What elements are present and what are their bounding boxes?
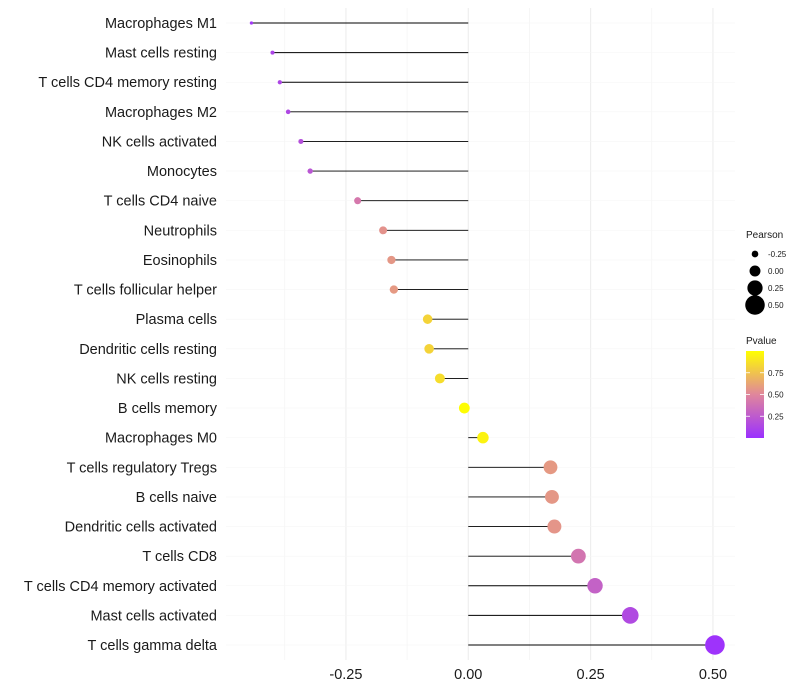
- size-legend-label: 0.25: [768, 284, 784, 293]
- x-tick-label: 0.50: [699, 667, 727, 683]
- category-label: T cells CD4 memory activated: [24, 579, 217, 595]
- size-legend-dot: [747, 280, 763, 296]
- x-axis-tick-labels: -0.25 0.00 0.25 0.50: [329, 667, 727, 683]
- category-label: Mast cells resting: [105, 46, 217, 62]
- size-legend-dot: [745, 295, 765, 315]
- category-label: Macrophages M2: [105, 105, 217, 121]
- category-label: Eosinophils: [143, 253, 217, 269]
- data-point: [277, 80, 282, 85]
- data-point: [389, 285, 399, 294]
- x-tick-label: 0.00: [454, 667, 482, 683]
- data-point: [424, 344, 434, 354]
- category-label: Macrophages M0: [105, 431, 217, 447]
- category-label: Neutrophils: [144, 223, 217, 239]
- data-point: [354, 197, 362, 205]
- size-legend-label: 0.00: [768, 267, 784, 276]
- color-legend-title: Pvalue: [746, 336, 777, 347]
- category-label: Monocytes: [147, 164, 217, 180]
- category-label: Mast cells activated: [90, 608, 217, 624]
- data-point: [285, 109, 291, 115]
- data-point: [547, 519, 562, 534]
- category-label: Dendritic cells activated: [65, 520, 217, 536]
- lollipop-segments: [251, 22, 715, 646]
- data-point: [307, 168, 313, 174]
- category-label: B cells naive: [136, 490, 217, 506]
- category-label: T cells regulatory Tregs: [67, 460, 217, 476]
- size-legend-dot: [749, 265, 761, 277]
- category-label: Macrophages M1: [105, 16, 217, 32]
- data-point: [621, 607, 639, 624]
- category-label: T cells CD4 memory resting: [38, 75, 217, 91]
- category-label: NK cells resting: [116, 371, 217, 387]
- category-label: T cells gamma delta: [88, 638, 218, 654]
- color-legend-bar: [746, 351, 764, 438]
- size-legend: Pearson -0.25 0.00 0.25 0.50: [745, 230, 787, 315]
- category-label: T cells follicular helper: [74, 283, 217, 299]
- size-legend-label: 0.50: [768, 301, 784, 310]
- category-label: Dendritic cells resting: [79, 342, 217, 358]
- x-tick-label: 0.25: [577, 667, 605, 683]
- color-legend-label: 0.75: [768, 369, 784, 378]
- grid-lines: [226, 8, 735, 660]
- data-point: [477, 431, 489, 444]
- category-labels: Macrophages M1 Mast cells resting T cells …: [24, 16, 218, 654]
- data-point: [543, 460, 558, 475]
- size-legend-label: -0.25: [768, 250, 787, 259]
- data-point: [387, 255, 396, 265]
- data-point: [422, 314, 433, 324]
- data-point: [379, 226, 388, 235]
- x-tick-label: -0.25: [329, 667, 362, 683]
- size-legend-title: Pearson: [746, 230, 783, 241]
- data-point: [298, 138, 304, 145]
- size-legend-dot: [751, 250, 759, 258]
- category-label: Plasma cells: [136, 312, 217, 328]
- data-point: [458, 402, 470, 414]
- data-point: [545, 489, 559, 504]
- lollipop-points: [249, 21, 725, 655]
- category-label: NK cells activated: [102, 134, 217, 150]
- color-legend-label: 0.50: [768, 391, 784, 400]
- color-legend-label: 0.25: [768, 412, 784, 421]
- color-legend: Pvalue 0.25 0.50 0.75: [746, 336, 784, 438]
- category-label: B cells memory: [118, 401, 218, 417]
- data-point: [705, 635, 725, 655]
- category-label: T cells CD4 naive: [104, 194, 217, 210]
- data-point: [570, 548, 586, 564]
- category-label: T cells CD8: [142, 549, 217, 565]
- data-point: [434, 373, 445, 384]
- data-point: [587, 578, 603, 594]
- data-point: [249, 21, 254, 25]
- data-point: [270, 50, 275, 55]
